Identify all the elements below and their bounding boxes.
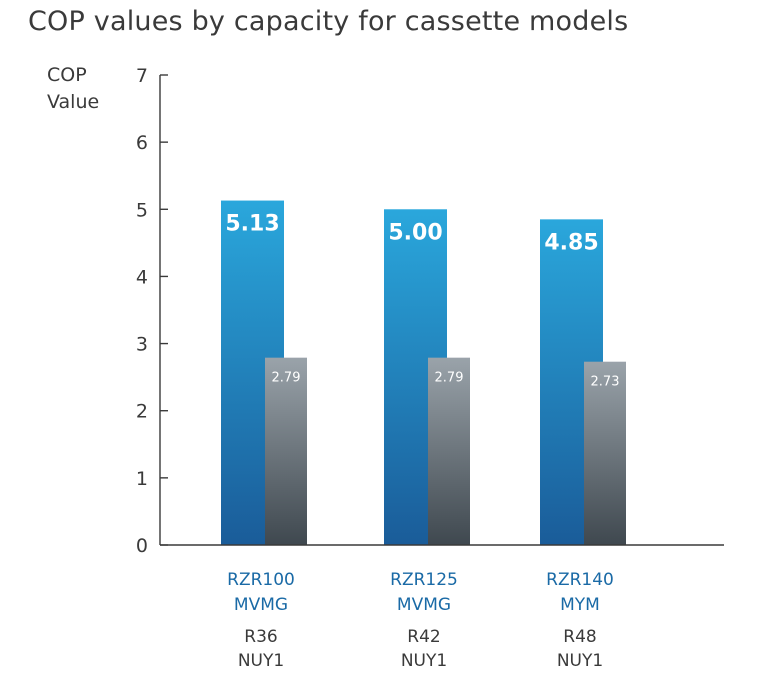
category-model-label: RZR100 bbox=[227, 570, 295, 590]
y-axis-label: COP bbox=[47, 64, 87, 86]
data-label-series-b: 2.73 bbox=[591, 375, 620, 390]
category-model-label: MVMG bbox=[234, 595, 288, 615]
data-label-series-b: 2.79 bbox=[272, 371, 301, 386]
y-tick-label: 2 bbox=[136, 401, 148, 423]
category-model-label: RZR125 bbox=[390, 570, 458, 590]
y-tick-label: 3 bbox=[136, 334, 148, 356]
y-tick-label: 6 bbox=[136, 132, 148, 154]
category-outdoor-label: NUY1 bbox=[557, 651, 603, 671]
chart-title: COP values by capacity for cassette mode… bbox=[28, 6, 629, 37]
y-tick-label: 7 bbox=[136, 65, 148, 87]
category-outdoor-label: R42 bbox=[407, 627, 440, 647]
data-label-series-a: 4.85 bbox=[544, 230, 598, 255]
bar-series-b bbox=[265, 357, 307, 545]
y-tick-label: 5 bbox=[136, 199, 148, 221]
y-tick-label: 1 bbox=[136, 468, 148, 490]
category-outdoor-label: R36 bbox=[244, 627, 277, 647]
data-label-series-a: 5.00 bbox=[388, 220, 442, 245]
category-model-label: RZR140 bbox=[546, 570, 614, 590]
bar-series-b bbox=[428, 357, 470, 545]
category-outdoor-label: NUY1 bbox=[238, 651, 284, 671]
data-label-series-b: 2.79 bbox=[435, 371, 464, 386]
category-outdoor-label: NUY1 bbox=[401, 651, 447, 671]
y-axis-label: Value bbox=[47, 91, 99, 113]
category-model-label: MYM bbox=[560, 595, 600, 615]
category-model-label: MVMG bbox=[397, 595, 451, 615]
data-label-series-a: 5.13 bbox=[225, 212, 279, 237]
y-tick-label: 4 bbox=[136, 266, 148, 288]
category-outdoor-label: R48 bbox=[563, 627, 596, 647]
y-tick-label: 0 bbox=[136, 535, 148, 557]
bar-series-b bbox=[584, 361, 626, 545]
